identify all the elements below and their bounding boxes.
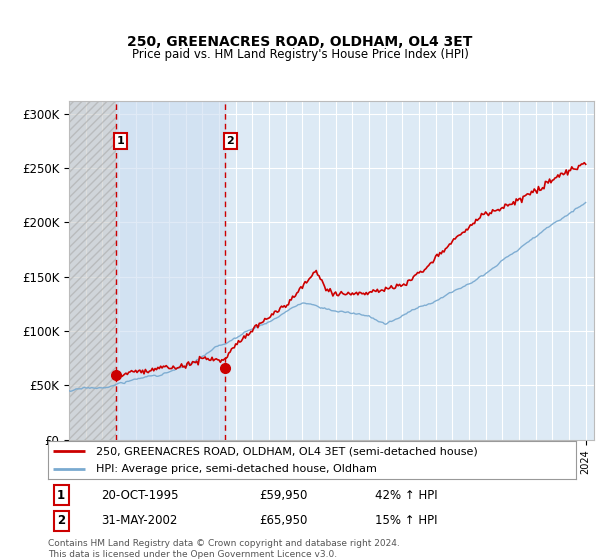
Text: 2: 2 bbox=[226, 136, 234, 146]
Text: 31-MAY-2002: 31-MAY-2002 bbox=[101, 515, 177, 528]
Text: 1: 1 bbox=[117, 136, 125, 146]
Bar bbox=[116, 101, 226, 440]
Text: 250, GREENACRES ROAD, OLDHAM, OL4 3ET: 250, GREENACRES ROAD, OLDHAM, OL4 3ET bbox=[127, 35, 473, 49]
Text: 250, GREENACRES ROAD, OLDHAM, OL4 3ET (semi-detached house): 250, GREENACRES ROAD, OLDHAM, OL4 3ET (s… bbox=[95, 446, 477, 456]
Text: Contains HM Land Registry data © Crown copyright and database right 2024.
This d: Contains HM Land Registry data © Crown c… bbox=[48, 539, 400, 559]
Bar bbox=[69, 101, 116, 440]
Text: 15% ↑ HPI: 15% ↑ HPI bbox=[376, 515, 438, 528]
Text: Price paid vs. HM Land Registry's House Price Index (HPI): Price paid vs. HM Land Registry's House … bbox=[131, 48, 469, 60]
Text: £65,950: £65,950 bbox=[259, 515, 308, 528]
Text: 2: 2 bbox=[57, 515, 65, 528]
Bar bbox=[69, 101, 116, 440]
Text: £59,950: £59,950 bbox=[259, 489, 308, 502]
Text: 1: 1 bbox=[57, 489, 65, 502]
Text: HPI: Average price, semi-detached house, Oldham: HPI: Average price, semi-detached house,… bbox=[95, 464, 376, 474]
Text: 20-OCT-1995: 20-OCT-1995 bbox=[101, 489, 178, 502]
Text: 42% ↑ HPI: 42% ↑ HPI bbox=[376, 489, 438, 502]
